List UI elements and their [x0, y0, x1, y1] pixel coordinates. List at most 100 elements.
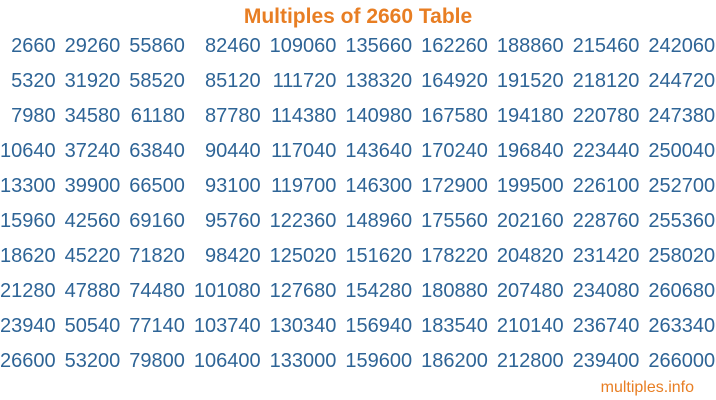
table-cell: 79800 [129, 350, 185, 372]
table-cell: 196840 [496, 140, 564, 162]
table-cell: 215460 [572, 35, 640, 57]
table-cell: 114380 [271, 105, 337, 127]
table-cell: 138320 [345, 70, 413, 92]
table-cell: 101080 [193, 280, 261, 302]
table-cell: 223440 [572, 140, 640, 162]
table-cell: 125020 [269, 245, 337, 267]
table-cell: 226100 [572, 175, 640, 197]
table-cell: 29260 [64, 35, 121, 57]
table-cell: 247380 [648, 105, 716, 127]
table-cell: 228760 [572, 210, 640, 232]
table-cell: 172900 [421, 175, 488, 197]
table-cell: 15960 [0, 210, 56, 232]
table-cell: 26600 [0, 350, 56, 372]
table-cell: 258020 [648, 245, 716, 267]
table-cell: 188860 [496, 35, 564, 57]
table-cell: 156940 [345, 315, 413, 337]
table-cell: 180880 [421, 280, 488, 302]
table-cell: 34580 [64, 105, 121, 127]
table-cell: 119700 [271, 175, 337, 197]
table-cell: 210140 [496, 315, 564, 337]
table-cell: 140980 [345, 105, 413, 127]
table-cell: 135660 [345, 35, 413, 57]
table-cell: 63840 [129, 140, 185, 162]
page-title: Multiples of 2660 Table [243, 5, 473, 28]
table-cell: 204820 [496, 245, 564, 267]
table-cell: 21280 [0, 280, 56, 302]
table-cell: 199500 [496, 175, 564, 197]
table-cell: 77140 [129, 315, 185, 337]
table-cell: 106400 [193, 350, 261, 372]
table-cell: 18620 [0, 245, 56, 267]
table-cell: 127680 [269, 280, 337, 302]
table-cell: 252700 [648, 175, 716, 197]
table-cell: 53200 [64, 350, 121, 372]
table-cell: 5320 [11, 70, 56, 92]
table-cell: 74480 [129, 280, 185, 302]
table-cell: 66500 [129, 175, 185, 197]
table-cell: 85120 [205, 70, 261, 92]
table-cell: 146300 [345, 175, 413, 197]
table-cell: 175560 [421, 210, 488, 232]
table-cell: 148960 [345, 210, 413, 232]
table-cell: 87780 [205, 105, 261, 127]
table-cell: 207480 [496, 280, 564, 302]
table-cell: 260680 [648, 280, 716, 302]
table-cell: 263340 [648, 315, 716, 337]
table-cell: 218120 [572, 70, 640, 92]
table-cell: 61180 [130, 105, 185, 127]
table-cell: 167580 [421, 105, 488, 127]
table-cell: 220780 [572, 105, 640, 127]
table-cell: 236740 [572, 315, 640, 337]
table-cell: 266000 [648, 350, 716, 372]
table-cell: 122360 [269, 210, 337, 232]
table-cell: 2660 [11, 35, 56, 57]
table-cell: 42560 [64, 210, 121, 232]
table-cell: 154280 [345, 280, 413, 302]
table-cell: 242060 [648, 35, 716, 57]
table-cell: 231420 [572, 245, 640, 267]
table-cell: 93100 [205, 175, 261, 197]
table-cell: 98420 [205, 245, 261, 267]
table-cell: 37240 [64, 140, 121, 162]
table-cell: 202160 [496, 210, 564, 232]
table-cell: 103740 [193, 315, 261, 337]
table-cell: 250040 [648, 140, 716, 162]
table-cell: 71820 [129, 245, 185, 267]
table-cell: 69160 [129, 210, 185, 232]
table-cell: 234080 [572, 280, 640, 302]
table-cell: 143640 [345, 140, 413, 162]
footer: multiples.info [0, 379, 716, 397]
table-cell: 133000 [269, 350, 337, 372]
multiples-table: 2660 29260 55860 82460 109060 135660 162260 188… [0, 29, 715, 379]
table-cell: 162260 [421, 35, 488, 57]
table-cell: 31920 [64, 70, 121, 92]
table-cell: 178220 [421, 245, 488, 267]
table-cell: 191520 [496, 70, 564, 92]
table-cell: 7980 [11, 105, 56, 127]
table-cell: 39900 [64, 175, 121, 197]
table-cell: 23940 [0, 315, 56, 337]
table-cell: 151620 [345, 245, 413, 267]
table-cell: 164920 [421, 70, 488, 92]
table-cell: 45220 [64, 245, 121, 267]
table-cell: 82460 [205, 35, 261, 57]
table-cell: 194180 [496, 105, 564, 127]
table-cell: 183540 [421, 315, 488, 337]
table-cell: 244720 [648, 70, 716, 92]
table-cell: 186200 [421, 350, 488, 372]
table-cell: 117040 [271, 140, 337, 162]
table-cell: 111720 [272, 70, 337, 92]
table-cell: 95760 [205, 210, 261, 232]
table-cell: 55860 [129, 35, 185, 57]
table-cell: 212800 [496, 350, 564, 372]
table-cell: 50540 [64, 315, 121, 337]
site-link[interactable]: multiples.info [600, 379, 694, 396]
table-cell: 109060 [269, 35, 337, 57]
table-cell: 13300 [0, 175, 56, 197]
table-cell: 239400 [572, 350, 640, 372]
table-cell: 130340 [269, 315, 337, 337]
table-cell: 90440 [205, 140, 261, 162]
table-cell: 255360 [648, 210, 716, 232]
